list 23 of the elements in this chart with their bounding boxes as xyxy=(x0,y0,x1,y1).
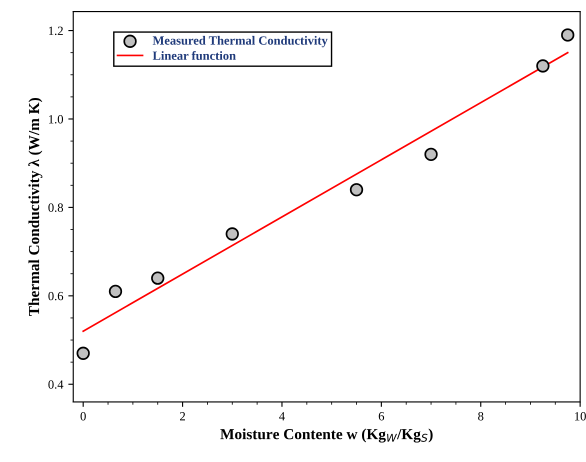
point xyxy=(561,28,574,42)
y-tick-label: 0.8 xyxy=(48,203,64,212)
x-tick-label: 2 xyxy=(180,412,186,420)
y-tick-label: 1.2 xyxy=(49,26,63,36)
point xyxy=(76,346,90,360)
point xyxy=(424,148,438,161)
x-tick-label: 8 xyxy=(478,412,484,420)
x-axis-title: Moisture Contente w (Kg$_{W}$/Kg$_{S}$) xyxy=(220,428,433,443)
legend-label: Measured Thermal Conductivity xyxy=(152,36,328,48)
x-tick-label: 6 xyxy=(378,412,384,420)
legend-label: Linear function xyxy=(152,50,236,60)
point xyxy=(108,284,122,298)
y-tick-label: 0.4 xyxy=(48,380,64,389)
point xyxy=(350,183,364,196)
x-tick-label: 0 xyxy=(80,412,86,420)
x-tick-label: 4 xyxy=(279,412,285,420)
x-tick-label: 10 xyxy=(574,412,586,420)
point xyxy=(151,272,164,285)
point xyxy=(226,227,239,241)
point xyxy=(536,59,550,73)
y-tick-label: 1.0 xyxy=(49,115,64,124)
y-axis-title: Thermal Conductivity λ (W/m K) xyxy=(28,98,42,316)
y-tick-label: 0.6 xyxy=(48,292,64,300)
